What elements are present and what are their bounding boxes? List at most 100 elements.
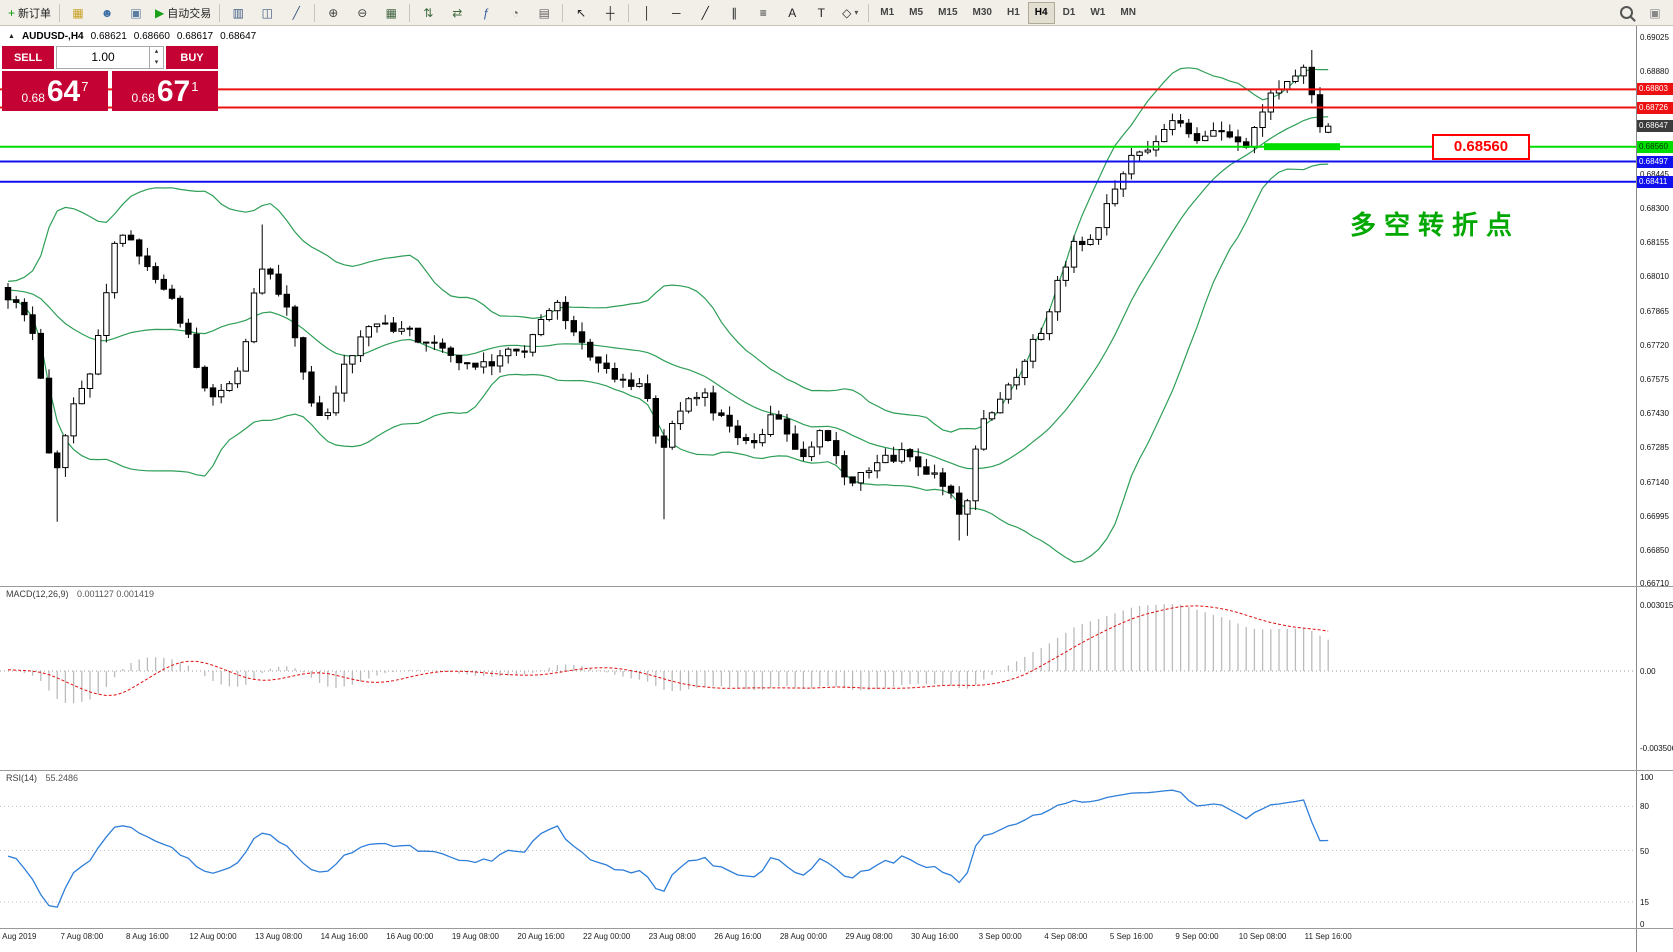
label-icon[interactable]: T bbox=[807, 1, 835, 25]
indicators-icon[interactable]: ƒ bbox=[472, 1, 500, 25]
rsi-axis-label: 15 bbox=[1640, 897, 1649, 907]
cursor-icon[interactable]: ↖ bbox=[567, 1, 595, 25]
channel-icon[interactable]: ∥ bbox=[720, 1, 748, 25]
autotrading-button[interactable]: ▶ 自动交易 bbox=[151, 1, 215, 25]
chart-settings-icon[interactable]: ▤ bbox=[530, 1, 558, 25]
price-tag-0.68726: 0.68726 bbox=[1637, 101, 1673, 114]
rsi-label: RSI(14) bbox=[6, 773, 38, 783]
align-charts-icon-glyph: ⇄ bbox=[452, 5, 463, 20]
zoom-out-icon[interactable]: ⊖ bbox=[348, 1, 376, 25]
rsi-header: RSI(14) 55.2486 bbox=[6, 773, 78, 783]
trendline-icon[interactable]: ╱ bbox=[691, 1, 719, 25]
timeframe-m30-button[interactable]: M30 bbox=[972, 7, 992, 18]
price-tag-0.68803: 0.68803 bbox=[1637, 83, 1673, 96]
time-axis-label: 3 Sep 00:00 bbox=[978, 932, 1022, 941]
time-axis-label: 9 Sep 00:00 bbox=[1175, 932, 1219, 941]
volume-down-button[interactable]: ▾ bbox=[154, 58, 159, 66]
time-axis-label: 10 Sep 08:00 bbox=[1238, 932, 1287, 941]
price-tag-0.68560: 0.68560 bbox=[1637, 140, 1673, 153]
magnifier-glyph bbox=[1619, 6, 1633, 19]
toolbar-separator bbox=[219, 3, 221, 22]
terminal-icon[interactable]: ▣ bbox=[122, 1, 150, 25]
price-level-annotation[interactable]: 0.68560 bbox=[1432, 134, 1530, 160]
macd-header: MACD(12,26,9) 0.001127 0.001419 bbox=[6, 589, 154, 599]
horizontal-line-icon-glyph: ─ bbox=[671, 5, 681, 20]
price-axis-label: 0.67720 bbox=[1640, 340, 1669, 350]
charts-grid-icon-glyph: ▦ bbox=[72, 5, 84, 20]
timeframe-h1-button[interactable]: H1 bbox=[1006, 7, 1020, 18]
timeframe-m1-button[interactable]: M1 bbox=[880, 7, 895, 18]
ohlc-open: 0.68621 bbox=[90, 31, 127, 42]
charts-grid-icon[interactable]: ▦ bbox=[64, 1, 92, 25]
rsi-plot bbox=[0, 789, 1636, 908]
profile-icon[interactable]: ☻ bbox=[93, 1, 121, 25]
time-axis-label: 20 Aug 16:00 bbox=[517, 932, 565, 941]
price-axis-label: 0.67430 bbox=[1640, 409, 1669, 419]
macd-axis-label: 0.003015 bbox=[1640, 600, 1673, 610]
price-axis-label: 0.68880 bbox=[1640, 67, 1669, 77]
text-icon[interactable]: A bbox=[778, 1, 806, 25]
timeframe-mn-button[interactable]: MN bbox=[1120, 7, 1136, 18]
align-charts-icon[interactable]: ⇄ bbox=[443, 1, 471, 25]
time-axis-label: 4 Sep 08:00 bbox=[1044, 932, 1088, 941]
hline-thick-segment[interactable] bbox=[1264, 143, 1340, 151]
symbol-name: AUDUSD-,H4 bbox=[21, 31, 84, 42]
buy-price-display[interactable]: 0.68 67 1 bbox=[112, 71, 218, 111]
time-axis-label: 29 Aug 08:00 bbox=[845, 932, 893, 941]
macd-values: 0.001127 0.001419 bbox=[77, 589, 154, 599]
trade-panel-toggle-icon[interactable]: ▲ bbox=[8, 33, 15, 40]
candles-chart-icon[interactable]: ◫ bbox=[253, 1, 281, 25]
time-axis[interactable]: 6 Aug 2019 7 Aug 08:00 8 Aug 16:00 12 Aug 0… bbox=[0, 928, 1636, 952]
volume-input[interactable]: 1.00 bbox=[91, 50, 115, 64]
time-axis-label: 11 Sep 16:00 bbox=[1304, 932, 1352, 941]
community-icon-glyph: ▣ bbox=[1649, 5, 1661, 20]
rsi-value: 55.2486 bbox=[45, 773, 79, 783]
horizontal-line-icon[interactable]: ─ bbox=[662, 1, 690, 25]
price-axis[interactable]: 0.69025 0.68880 0.68445 0.68300 0.68155 0.680… bbox=[1637, 26, 1673, 952]
sell-button[interactable]: SELL bbox=[2, 46, 54, 69]
timeframe-w1-button[interactable]: W1 bbox=[1090, 7, 1106, 18]
ohlc-close: 0.68647 bbox=[220, 31, 257, 42]
label-icon-glyph: T bbox=[817, 5, 825, 20]
timeframe-m15-button[interactable]: M15 bbox=[938, 7, 958, 18]
price-axis-label: 0.67285 bbox=[1640, 443, 1669, 453]
toolbar-separator bbox=[868, 3, 870, 22]
arrange-windows-icon[interactable]: ⇅ bbox=[414, 1, 442, 25]
candles-chart-icon-glyph: ◫ bbox=[261, 5, 273, 20]
price-tag-0.68647: 0.68647 bbox=[1637, 120, 1673, 133]
buy-button[interactable]: BUY bbox=[166, 46, 218, 69]
main-macd-separator[interactable] bbox=[0, 586, 1673, 587]
bars-chart-icon[interactable]: ▥ bbox=[224, 1, 252, 25]
shapes-icon-glyph: ◇ bbox=[842, 5, 852, 20]
volume-up-button[interactable]: ▴ bbox=[154, 48, 159, 55]
fibonacci-icon[interactable]: ≡ bbox=[749, 1, 777, 25]
sell-price-base: 0.68 bbox=[21, 91, 45, 105]
rsi-axis-label: 100 bbox=[1640, 773, 1654, 782]
toolbar-separator bbox=[562, 3, 564, 22]
turning-point-annotation[interactable]: 多空转折点 bbox=[1350, 210, 1521, 240]
new-order-button[interactable]: + 新订单 bbox=[4, 1, 55, 25]
community-icon[interactable]: ▣ bbox=[1641, 1, 1669, 25]
macd-rsi-separator[interactable] bbox=[0, 770, 1673, 771]
shapes-icon[interactable]: ◇ ▾ bbox=[836, 1, 864, 25]
sell-price-display[interactable]: 0.68 64 7 bbox=[2, 71, 108, 111]
vertical-line-icon[interactable]: │ bbox=[633, 1, 661, 25]
timeframe-h4-button[interactable]: H4 bbox=[1027, 1, 1055, 24]
tile-windows-icon[interactable]: ▦ bbox=[377, 1, 405, 25]
toolbar-separator bbox=[314, 3, 316, 22]
timeframe-m5-button[interactable]: M5 bbox=[909, 7, 924, 18]
search-icon[interactable] bbox=[1612, 1, 1640, 25]
ohlc-low: 0.68617 bbox=[176, 31, 214, 42]
line-chart-icon[interactable]: ╱ bbox=[282, 1, 310, 25]
chart-canvas[interactable] bbox=[0, 26, 1673, 952]
shapes-icon-caret: ▾ bbox=[854, 8, 859, 17]
buy-price-pip: 1 bbox=[191, 79, 199, 94]
crosshair-icon[interactable]: ┼ bbox=[596, 1, 624, 25]
timeframe-d1-button[interactable]: D1 bbox=[1062, 7, 1076, 18]
price-axis-label: 0.66710 bbox=[1640, 579, 1669, 588]
price-axis-border bbox=[1636, 26, 1637, 952]
period-clock-icon[interactable]: ◔ bbox=[501, 1, 529, 25]
fibonacci-icon-glyph: ≡ bbox=[759, 5, 767, 20]
sell-price-pip: 7 bbox=[81, 79, 89, 94]
zoom-in-icon[interactable]: ⊕ bbox=[319, 1, 347, 25]
